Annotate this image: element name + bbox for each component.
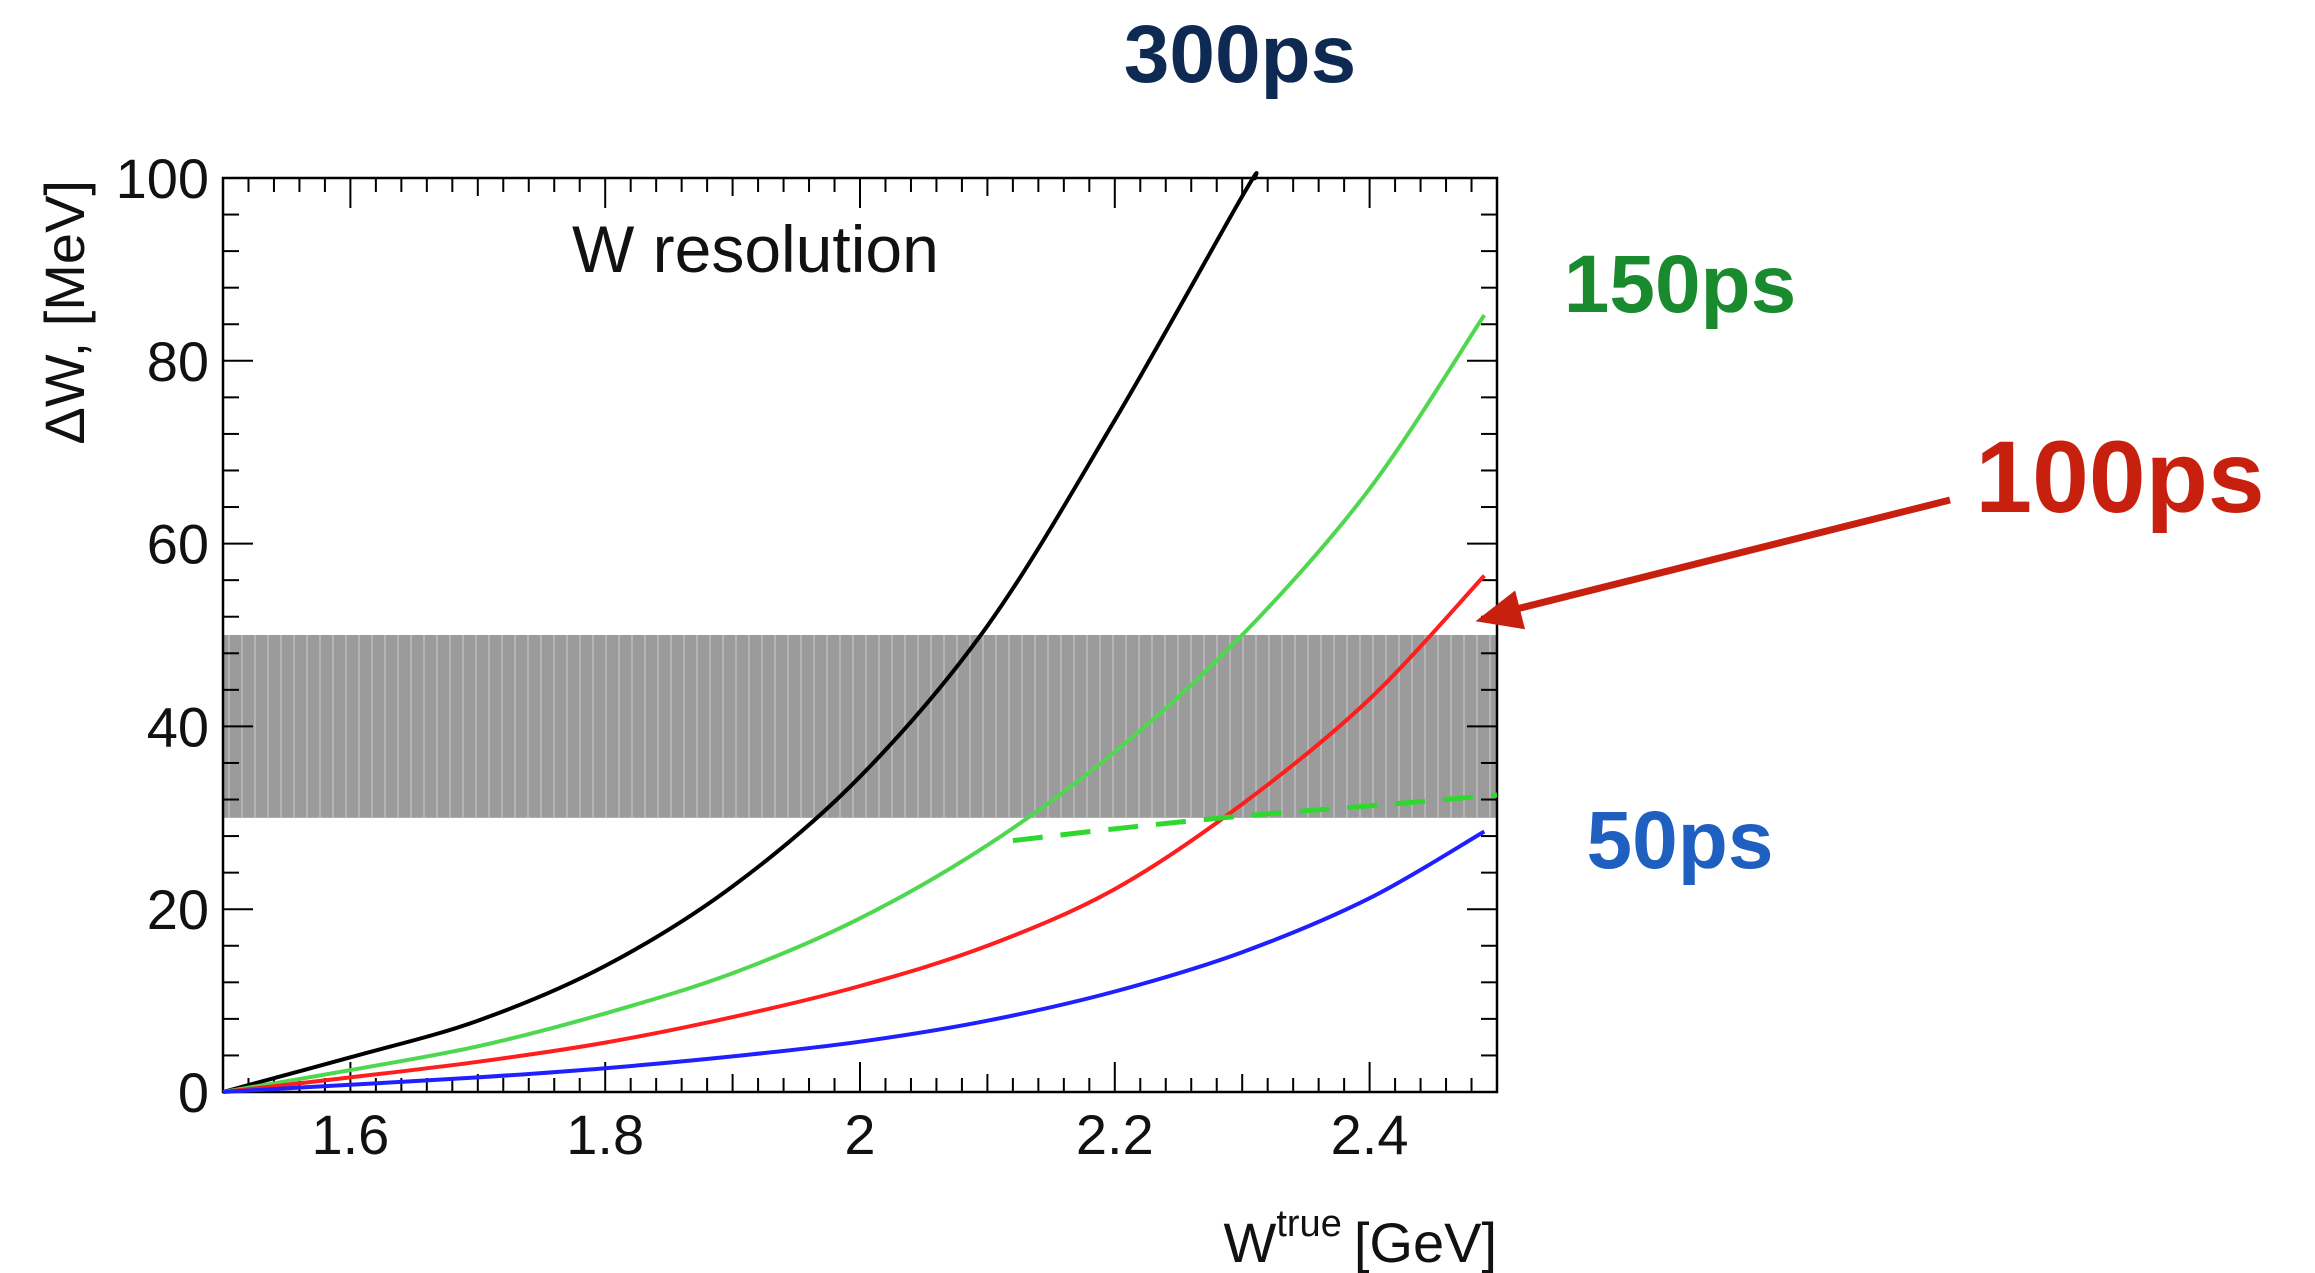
series-line-150ps	[222, 313, 1486, 1094]
y-tick-label: 60	[147, 513, 209, 576]
x-axis-title: Wtrue [GeV]	[1223, 1203, 1497, 1273]
series-label-150ps: 150ps	[1564, 239, 1797, 330]
x-tick-label: 2	[844, 1103, 875, 1166]
arrow-head	[1475, 590, 1526, 630]
y-tick-label: 80	[147, 330, 209, 393]
x-axis-title-sup: true	[1276, 1203, 1341, 1245]
series-line-100ps	[222, 574, 1486, 1094]
x-tick-label: 2.4	[1331, 1103, 1409, 1166]
series-label-300ps: 300ps	[1124, 9, 1357, 100]
y-tick-label: 20	[147, 878, 209, 941]
series-label-50ps: 50ps	[1587, 795, 1774, 886]
x-tick-label: 2.2	[1076, 1103, 1154, 1166]
y-tick-label: 40	[147, 695, 209, 758]
y-axis-title: ΔW, [MeV]	[33, 180, 96, 445]
x-axis-title-unit: [GeV]	[1354, 1211, 1497, 1273]
x-axis-title-main: W	[1223, 1211, 1276, 1273]
y-tick-label: 100	[116, 147, 209, 210]
y-tick-label: 0	[178, 1061, 209, 1124]
series-line-50ps	[222, 829, 1486, 1094]
x-tick-label: 1.8	[566, 1103, 644, 1166]
series-label-100ps: 100ps	[1975, 420, 2264, 534]
chart-title: W resolution	[572, 212, 939, 286]
arrow-line	[1514, 496, 1951, 613]
series-line-300ps	[222, 171, 1259, 1094]
x-tick-label: 1.6	[311, 1103, 389, 1166]
svg-text:Wtrue[GeV]: Wtrue [GeV]	[1223, 1203, 1497, 1273]
resolution-band	[223, 635, 1497, 818]
dashed-series-line	[1012, 792, 1498, 844]
